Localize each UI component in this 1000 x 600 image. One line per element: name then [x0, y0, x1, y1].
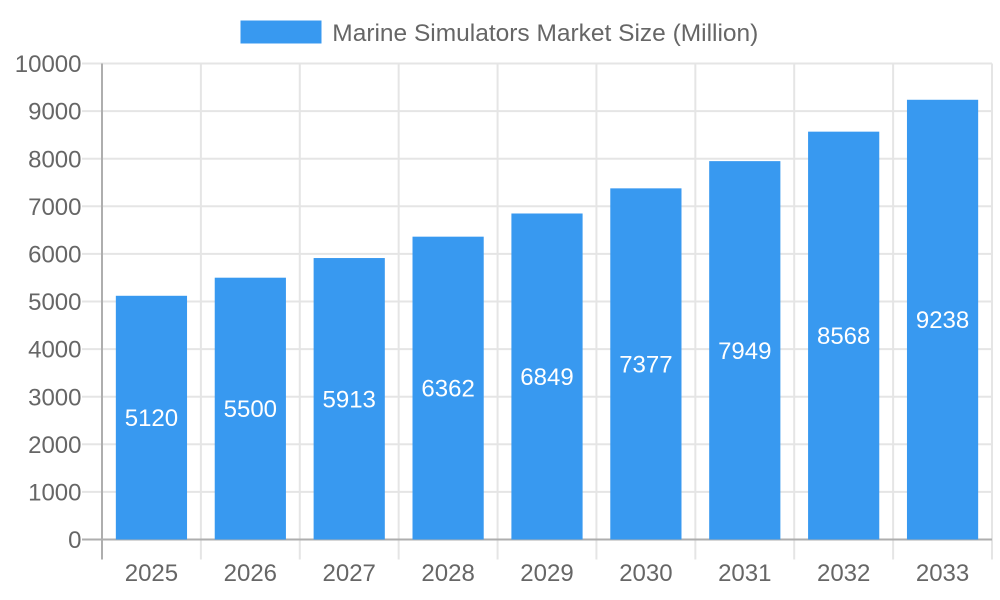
svg-text:5120: 5120: [125, 405, 178, 432]
svg-text:6362: 6362: [421, 376, 474, 403]
svg-text:9238: 9238: [916, 307, 969, 334]
svg-text:5500: 5500: [224, 396, 277, 423]
svg-text:10000: 10000: [15, 51, 82, 78]
svg-text:2026: 2026: [224, 560, 277, 587]
svg-text:2029: 2029: [520, 560, 573, 587]
svg-text:2032: 2032: [817, 560, 870, 587]
svg-text:8568: 8568: [817, 323, 870, 350]
svg-text:2025: 2025: [125, 560, 178, 587]
svg-text:2031: 2031: [718, 560, 771, 587]
svg-text:2030: 2030: [619, 560, 672, 587]
svg-text:5000: 5000: [28, 289, 81, 316]
svg-text:4000: 4000: [28, 337, 81, 364]
svg-text:6000: 6000: [28, 242, 81, 269]
svg-text:8000: 8000: [28, 146, 81, 173]
svg-text:7377: 7377: [619, 352, 672, 379]
svg-text:6849: 6849: [520, 364, 573, 391]
svg-text:2000: 2000: [28, 432, 81, 459]
svg-text:3000: 3000: [28, 384, 81, 411]
svg-text:Marine Simulators Market Size: Marine Simulators Market Size (Million): [332, 20, 758, 47]
svg-text:2033: 2033: [916, 560, 969, 587]
svg-text:9000: 9000: [28, 99, 81, 126]
svg-text:5913: 5913: [323, 386, 376, 413]
svg-text:1000: 1000: [28, 480, 81, 507]
svg-text:2028: 2028: [421, 560, 474, 587]
svg-text:0: 0: [68, 527, 81, 554]
svg-text:2027: 2027: [323, 560, 376, 587]
svg-text:7949: 7949: [718, 338, 771, 365]
svg-text:7000: 7000: [28, 194, 81, 221]
